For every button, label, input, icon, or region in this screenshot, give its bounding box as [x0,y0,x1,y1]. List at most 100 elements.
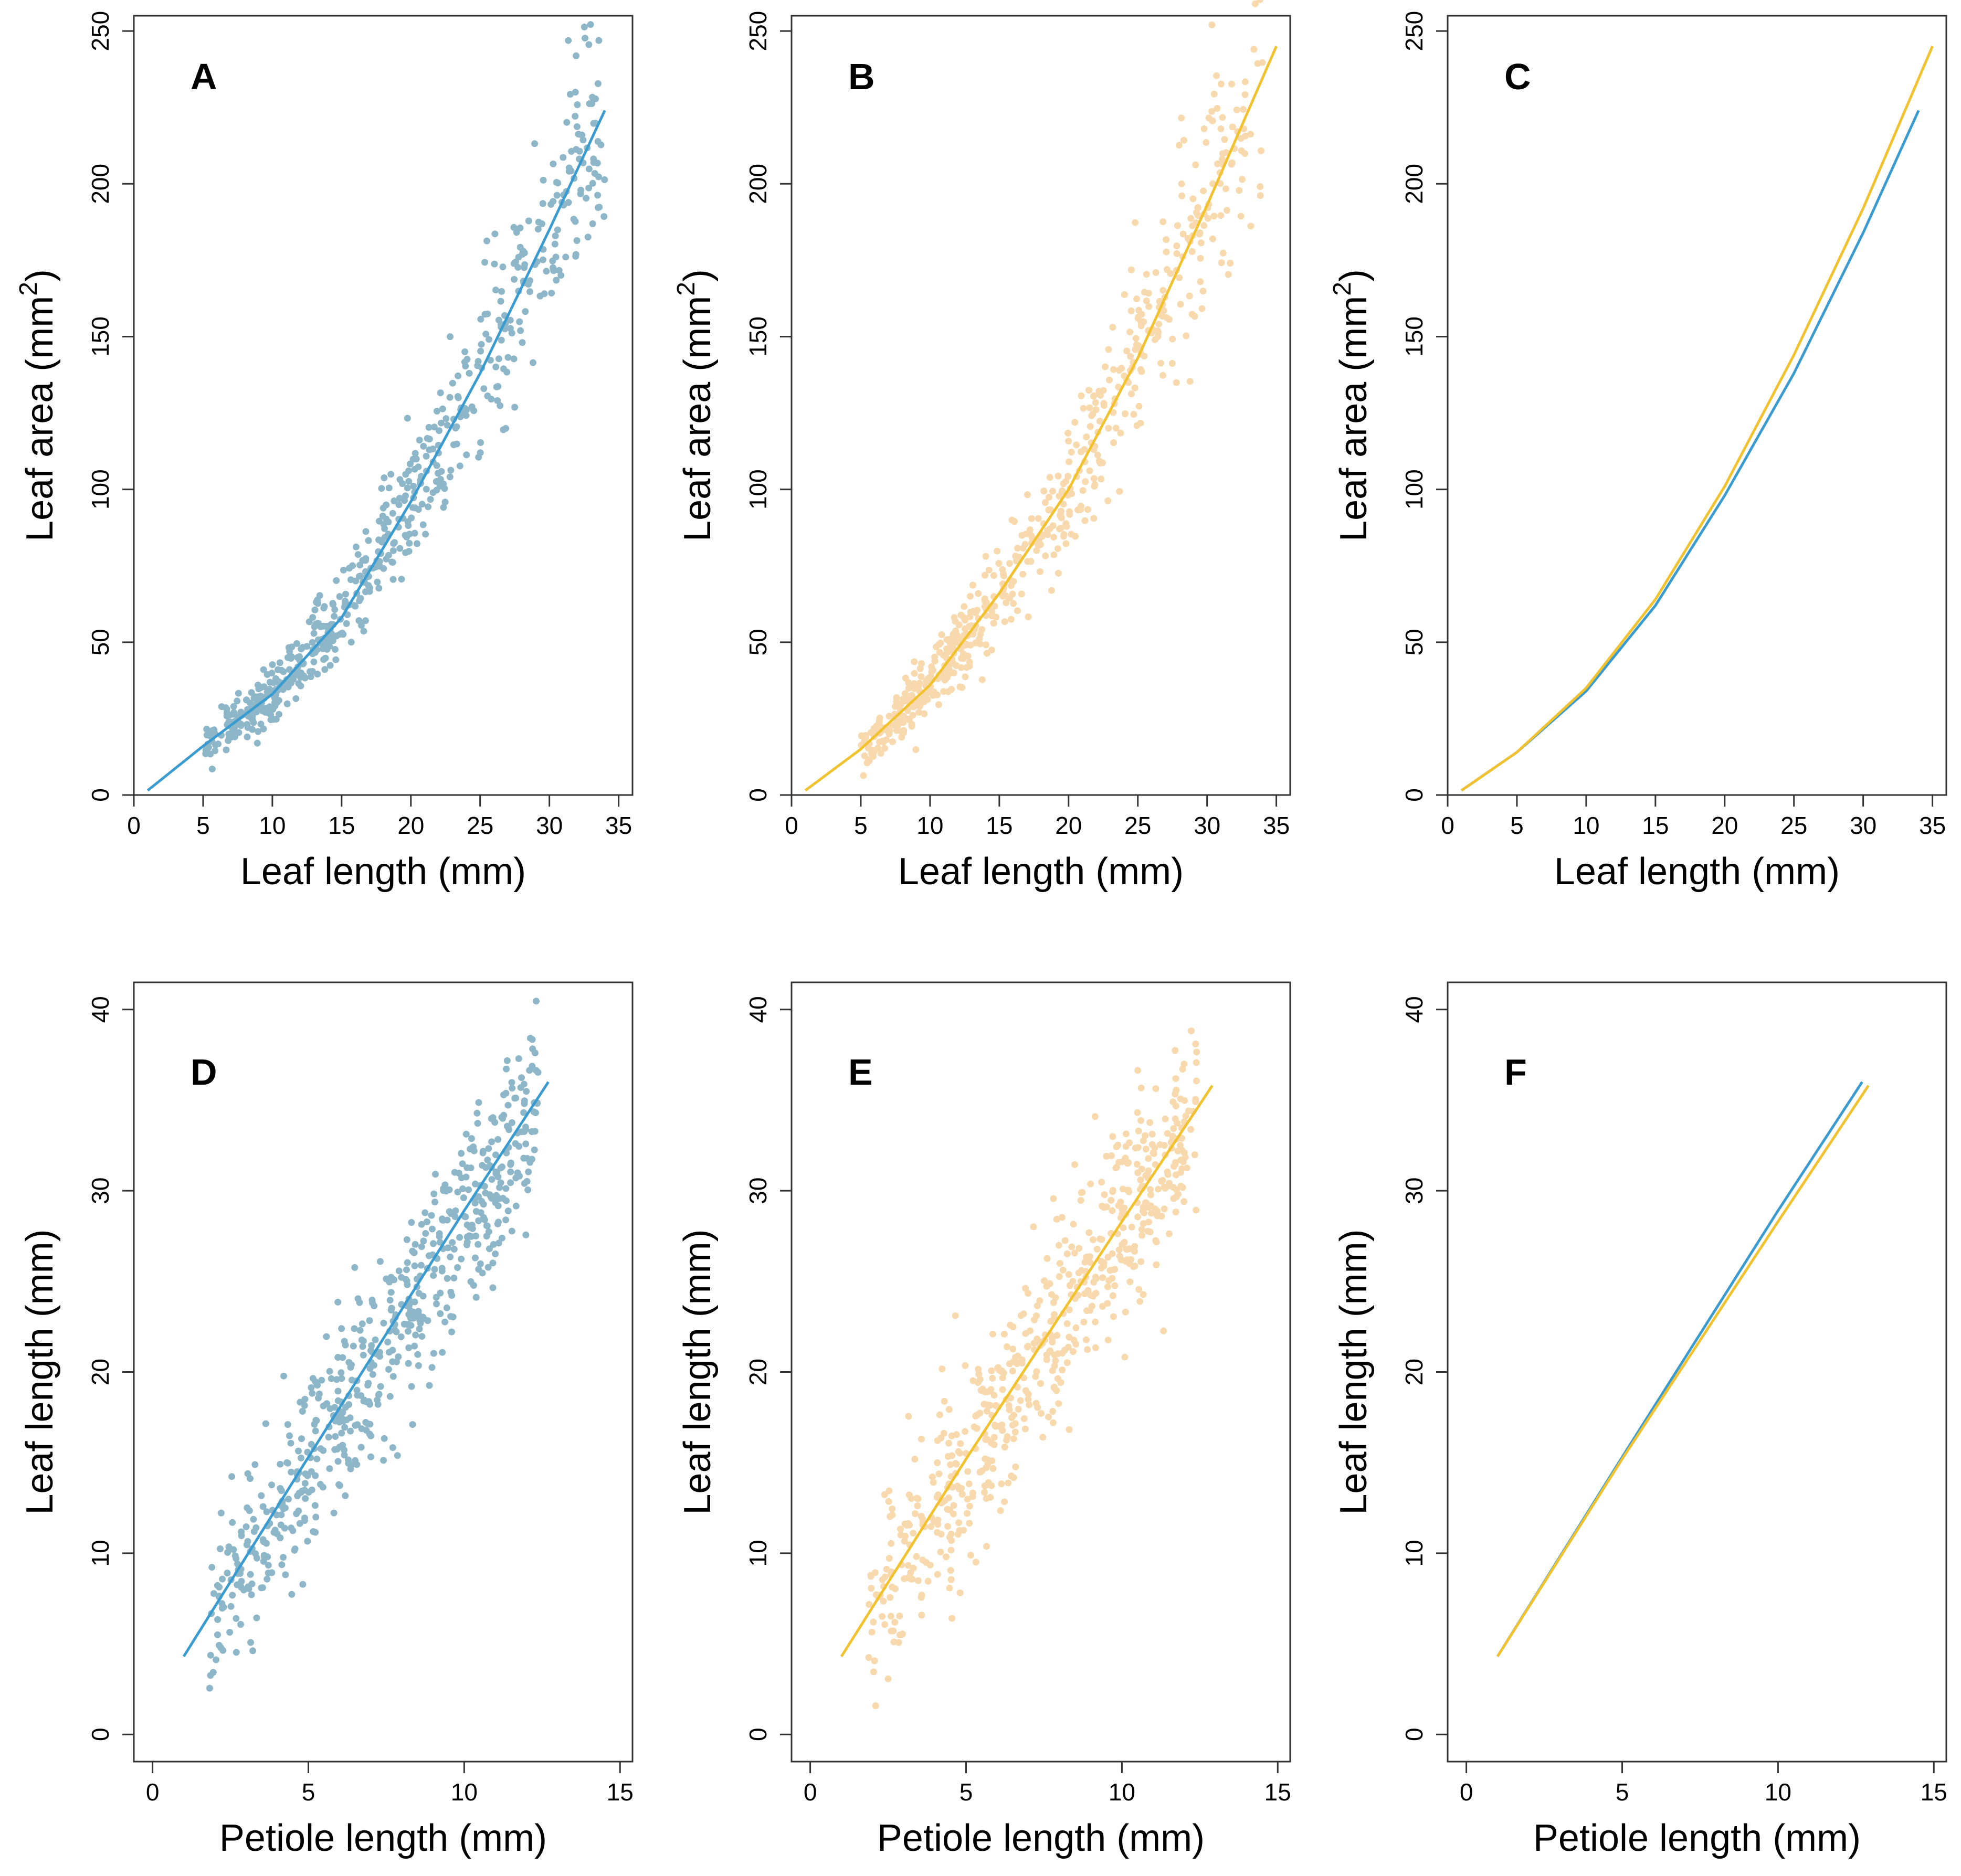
x-tick-label: 5 [1616,1778,1629,1806]
scatter-point [455,372,462,379]
scatter-point [1172,1047,1179,1054]
scatter-point [584,234,592,241]
scatter-point [477,315,484,323]
scatter-point [983,1388,990,1395]
scatter-point [1164,1130,1171,1137]
scatter-point [1150,1150,1157,1157]
x-tick-label: 10 [451,1778,478,1806]
scatter-point [861,735,869,742]
scatter-point [529,1045,536,1053]
scatter-point [243,696,250,704]
x-tick-label: 0 [1460,1778,1473,1806]
scatter-point [420,1237,427,1245]
scatter-point [953,1431,960,1438]
scatter-point [1017,1397,1024,1404]
scatter-point [507,316,514,324]
scatter-point [516,318,523,325]
scatter-point [1221,136,1228,143]
scatter-point [969,1493,976,1500]
scatter-point [1055,1400,1062,1407]
scatter-point [499,263,507,271]
scatter-point [471,1254,479,1262]
scatter-point [554,179,562,187]
scatter-point [332,656,340,663]
scatter-point [203,732,210,739]
scatter-point [386,1278,393,1286]
scatter-point [908,720,915,728]
scatter-point [967,642,974,649]
scatter-point [492,1199,499,1206]
scatter-point [1086,404,1093,411]
x-tick-label: 5 [1510,812,1524,839]
scatter-point [1083,1307,1090,1315]
scatter-point [425,423,433,431]
scatter-point [585,165,593,173]
scatter-point [931,658,939,665]
scatter-point [265,1562,272,1569]
scatter-point [525,1168,532,1175]
scatter-point [282,1504,289,1512]
scatter-point [1101,1191,1108,1199]
x-tick-label: 15 [1264,1778,1291,1806]
scatter-point [868,1628,876,1636]
scatter-point [427,496,434,503]
y-tick-label: 200 [744,164,772,204]
scatter-point [395,501,403,508]
y-tick-label: 40 [744,996,772,1023]
scatter-point [860,772,867,779]
scatter-point [424,434,431,442]
scatter-point [929,1474,936,1480]
scatter-point [1099,1302,1106,1310]
scatter-point [391,539,398,546]
y-tick-label: 200 [1400,164,1428,204]
scatter-point [1205,114,1213,122]
scatter-point [1147,1191,1154,1199]
scatter-point [909,712,916,719]
scatter-point [323,1400,331,1407]
scatter-point [475,453,482,461]
scatter-point [412,504,419,512]
scatter-point [997,1368,1005,1375]
scatter-point [982,553,989,560]
scatter-point [365,1380,372,1387]
scatter-point [397,1333,405,1340]
scatter-point [573,237,581,244]
scatter-point [530,359,536,366]
scatter-point [930,1479,937,1486]
scatter-point [1093,1246,1101,1253]
scatter-point [1137,1117,1144,1124]
scatter-point [454,1189,461,1196]
scatter-point [1154,1185,1162,1193]
scatter-point [499,1115,507,1122]
scatter-point [1090,1236,1097,1243]
scatter-point [488,1176,495,1183]
scatter-point [1028,515,1035,522]
scatter-point [1083,433,1090,441]
y-axis-title-main: Leaf length (mm) [677,1229,719,1514]
scatter-point [1219,249,1227,257]
scatter-point [550,160,557,167]
scatter-point [514,1169,521,1177]
scatter-point [426,1252,433,1259]
scatter-point [431,1266,438,1273]
scatter-point [541,290,548,298]
y-tick-label: 50 [1400,629,1428,655]
scatter-point [354,1421,361,1428]
scatter-point [447,467,455,474]
scatter-point [1018,1356,1026,1364]
scatter-point [1066,1426,1073,1433]
scatter-point [1007,1321,1014,1329]
scatter-point [291,1546,298,1554]
scatter-point [293,1510,300,1518]
scatter-point [484,1157,491,1163]
scatter-point [1153,1238,1160,1246]
scatter-point [331,612,338,620]
scatter-point [1247,131,1254,138]
scatter-point [983,1407,990,1415]
scatter-point [1157,359,1165,367]
scatter-point [331,1446,339,1453]
scatter-point [1241,78,1249,86]
scatter-point [1038,1410,1045,1417]
scatter-point [323,1333,330,1340]
scatter-point [494,397,501,404]
